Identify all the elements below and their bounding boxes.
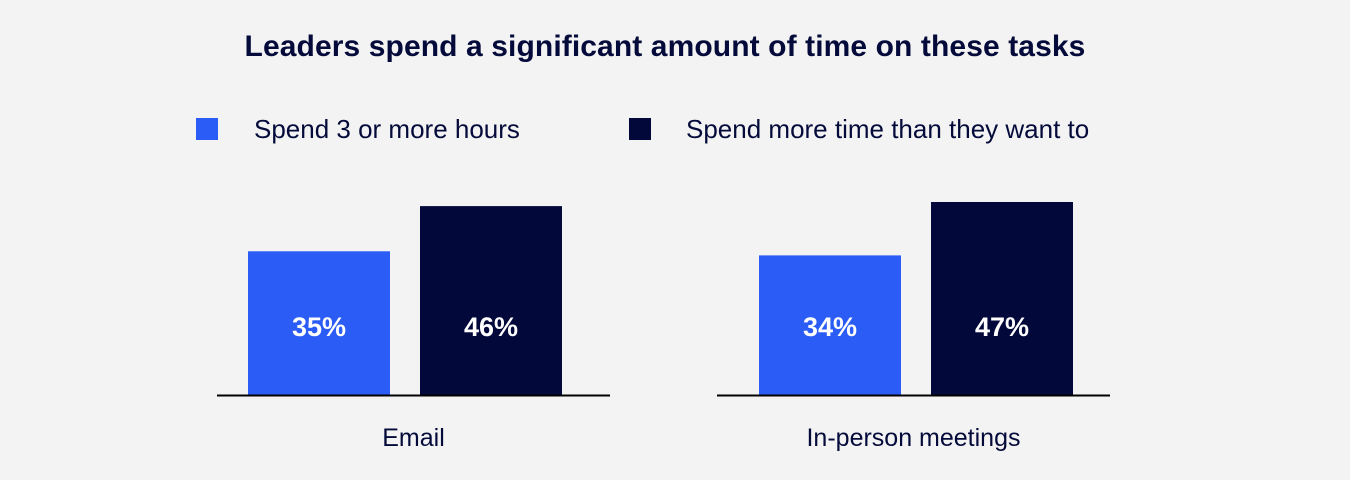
legend-swatch-series-1 [196,118,218,140]
legend-label-series-1: Spend 3 or more hours [254,113,520,144]
legend-item-spend-3-or-more-hours: Spend 3 or more hours [196,113,520,145]
data-label-email-series-2: 46% [464,312,518,342]
legend-label-series-2: Spend more time than they want to [686,113,1090,144]
bar-in-person-meetings-series-1 [759,255,901,395]
bar-email-series-1 [248,251,390,395]
data-label-email-series-1: 35% [292,312,346,342]
bar-in-person-meetings-series-2 [931,202,1073,395]
category-label-email: Email [382,424,445,452]
bar-email-series-2 [420,206,562,395]
legend-item-spend-more-time: Spend more time than they want to [629,113,1089,145]
data-label-in-person-meetings-series-2: 47% [975,312,1029,342]
chart-title: Leaders spend a significant amount of ti… [244,30,1086,63]
category-label-in-person-meetings: In-person meetings [806,424,1020,452]
data-label-in-person-meetings-series-1: 34% [803,312,857,342]
legend-swatch-series-2 [629,118,651,140]
